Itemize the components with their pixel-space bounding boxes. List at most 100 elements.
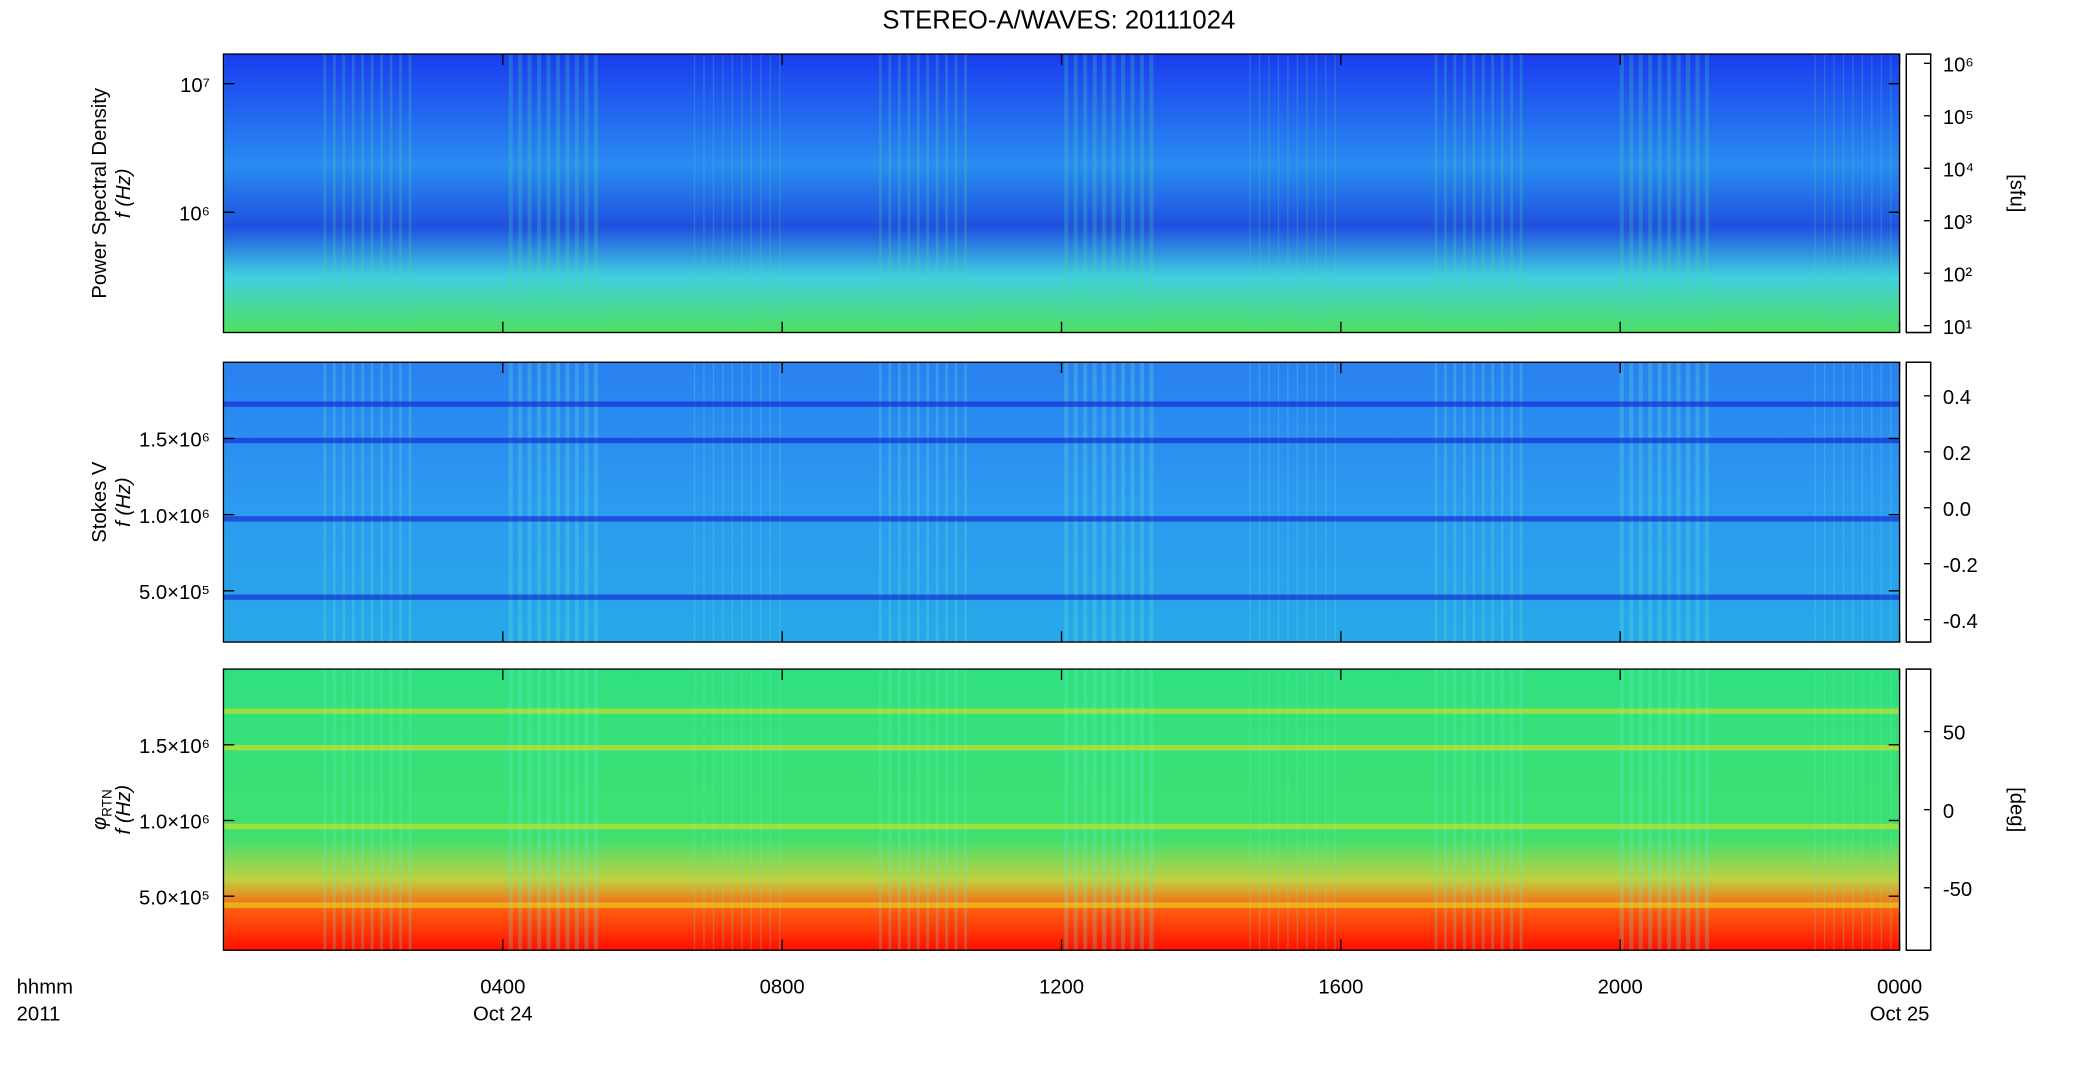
texture bbox=[1462, 54, 1466, 333]
texture bbox=[351, 669, 355, 951]
texture bbox=[1676, 362, 1681, 643]
texture bbox=[1462, 362, 1466, 643]
y-label: φRTN bbox=[89, 789, 114, 830]
texture bbox=[389, 54, 393, 333]
texture bbox=[1890, 362, 1892, 643]
texture bbox=[879, 669, 882, 951]
texture bbox=[1833, 54, 1835, 333]
texture bbox=[1657, 362, 1662, 643]
texture bbox=[1073, 362, 1078, 643]
texture bbox=[1704, 669, 1709, 951]
texture bbox=[1258, 362, 1261, 643]
x-tick-label: 0800 bbox=[760, 976, 805, 998]
texture bbox=[408, 54, 412, 333]
texture bbox=[508, 54, 513, 333]
texture bbox=[964, 669, 967, 951]
texture bbox=[1638, 362, 1643, 643]
y-label-text: φ bbox=[89, 817, 111, 830]
texture bbox=[1334, 669, 1336, 951]
y-tick-label: 10⁷ bbox=[180, 75, 210, 97]
texture bbox=[399, 669, 402, 951]
texture bbox=[1472, 669, 1476, 951]
texture bbox=[1500, 362, 1504, 643]
texture bbox=[907, 362, 911, 643]
texture bbox=[1325, 362, 1327, 643]
chart-title: STEREO-A/WAVES: 20111024 bbox=[882, 6, 1235, 34]
texture bbox=[361, 669, 365, 951]
texture bbox=[1657, 669, 1662, 951]
texture bbox=[351, 362, 355, 643]
texture bbox=[750, 54, 752, 333]
texture bbox=[888, 362, 892, 643]
texture bbox=[1139, 54, 1144, 333]
texture bbox=[1092, 54, 1097, 333]
texture bbox=[1667, 669, 1672, 951]
texture bbox=[779, 669, 781, 951]
texture bbox=[565, 54, 570, 333]
texture bbox=[897, 362, 901, 643]
colorbar-tick-label: 10⁴ bbox=[1943, 159, 1974, 181]
texture bbox=[223, 708, 1900, 714]
texture bbox=[1491, 362, 1495, 643]
texture bbox=[1842, 669, 1845, 951]
texture bbox=[964, 362, 967, 643]
texture bbox=[380, 362, 383, 643]
texture bbox=[1287, 669, 1289, 951]
texture bbox=[1258, 669, 1261, 951]
colorbar-tick-label: 0.4 bbox=[1943, 387, 1971, 409]
texture bbox=[342, 362, 346, 643]
y-label: Stokes V bbox=[89, 461, 111, 543]
colorbar-tick-label: 10³ bbox=[1943, 212, 1973, 234]
texture bbox=[741, 54, 743, 333]
texture bbox=[408, 669, 412, 951]
texture bbox=[1064, 362, 1069, 643]
texture bbox=[508, 362, 513, 643]
texture bbox=[1249, 362, 1251, 643]
texture bbox=[1120, 362, 1126, 643]
texture bbox=[370, 54, 374, 333]
y-label: f (Hz) bbox=[113, 169, 135, 219]
texture bbox=[537, 54, 542, 333]
texture bbox=[1861, 54, 1864, 333]
texture bbox=[565, 669, 570, 951]
texture bbox=[1704, 362, 1709, 643]
texture bbox=[926, 362, 930, 643]
texture bbox=[1852, 54, 1854, 333]
texture bbox=[1296, 54, 1299, 333]
texture bbox=[323, 362, 327, 643]
texture bbox=[1306, 669, 1308, 951]
texture bbox=[1890, 54, 1892, 333]
texture bbox=[916, 362, 920, 643]
texture bbox=[1444, 669, 1447, 951]
texture bbox=[703, 54, 705, 333]
texture bbox=[888, 54, 892, 333]
texture bbox=[1842, 54, 1845, 333]
texture bbox=[1871, 362, 1873, 643]
texture bbox=[584, 362, 589, 643]
texture bbox=[1434, 362, 1438, 643]
colorbar-tick-label: 10¹ bbox=[1943, 317, 1973, 339]
texture bbox=[1629, 54, 1634, 333]
texture bbox=[1695, 54, 1700, 333]
texture bbox=[1277, 669, 1280, 951]
texture bbox=[1667, 54, 1672, 333]
texture bbox=[945, 362, 948, 643]
x-date-label: Oct 25 bbox=[1870, 1004, 1930, 1026]
texture bbox=[332, 362, 336, 643]
texture bbox=[1064, 669, 1069, 951]
colorbar-tick-label: 10² bbox=[1943, 264, 1973, 286]
texture bbox=[1619, 362, 1624, 643]
texture bbox=[555, 669, 561, 951]
texture bbox=[1510, 362, 1513, 643]
texture bbox=[1491, 54, 1495, 333]
x-tick-label: 2000 bbox=[1598, 976, 1643, 998]
y-label: f (Hz) bbox=[113, 477, 135, 527]
texture bbox=[1814, 669, 1816, 951]
texture bbox=[1871, 669, 1873, 951]
texture bbox=[380, 669, 383, 951]
texture bbox=[223, 823, 1900, 830]
texture bbox=[1500, 54, 1504, 333]
texture bbox=[1619, 669, 1624, 951]
texture bbox=[1268, 669, 1270, 951]
texture bbox=[964, 54, 967, 333]
